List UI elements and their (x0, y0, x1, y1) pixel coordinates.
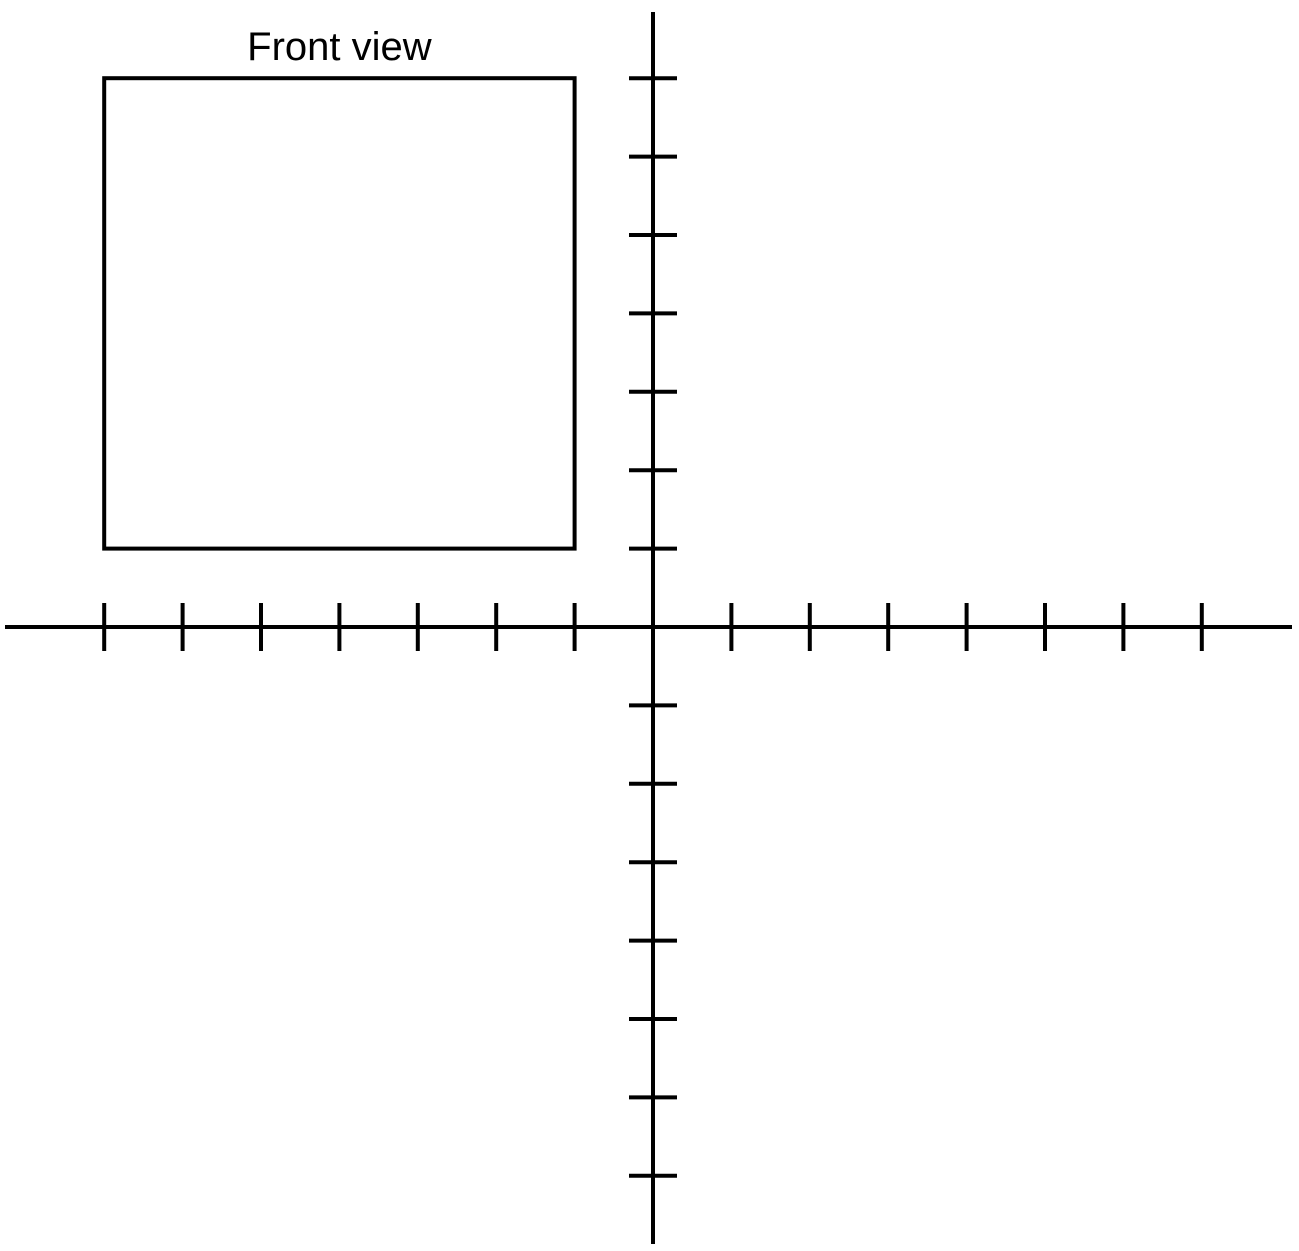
axis-ticks (102, 76, 1204, 1178)
front-view-rectangle (102, 76, 577, 551)
front-view-label: Front view (247, 25, 432, 69)
front-view: Front view (102, 25, 577, 551)
axes (5, 12, 1292, 1244)
